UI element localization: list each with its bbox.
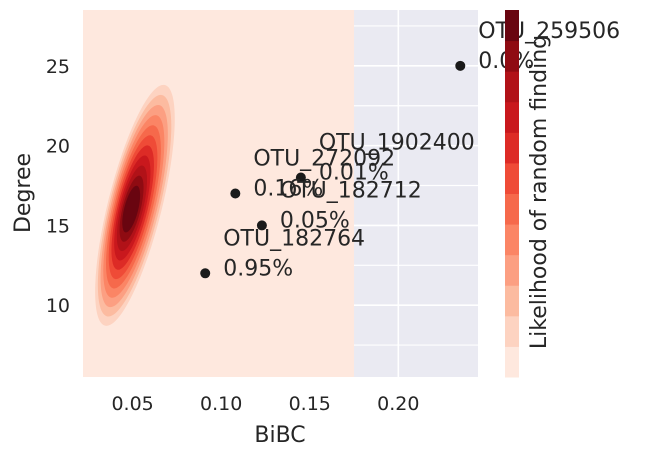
colorbar-swatch-5 <box>505 193 519 225</box>
x-tick-label-3: 0.20 <box>377 393 419 415</box>
density-level-11 <box>122 185 141 233</box>
colorbar-swatch-8 <box>505 101 519 133</box>
point-OTU_1902400 <box>295 172 306 183</box>
y-tick-label-0: 10 <box>46 295 70 317</box>
colorbar <box>505 10 519 378</box>
y-axis-label: Degree <box>11 153 36 233</box>
point-label-name-0: OTU_259506 <box>478 19 620 44</box>
y-tick-labels: 10 15 20 25 <box>46 56 70 317</box>
point-label-name-2: OTU_272092 <box>253 147 395 172</box>
point-OTU_259506 <box>455 60 466 71</box>
colorbar-swatch-9 <box>505 71 519 103</box>
point-OTU_182712 <box>256 220 267 231</box>
colorbar-swatch-2 <box>505 285 519 317</box>
y-tick-label-3: 25 <box>46 56 70 78</box>
point-OTU_272092 <box>230 188 241 199</box>
point-label-pct-2: 0.16% <box>253 177 323 202</box>
colorbar-swatch-3 <box>505 254 519 286</box>
point-label-pct-1: 0.01% <box>319 161 389 186</box>
colorbar-swatch-0 <box>505 346 519 378</box>
colorbar-swatch-10 <box>505 40 519 72</box>
x-tick-label-2: 0.15 <box>289 393 331 415</box>
scatter-points <box>200 60 466 279</box>
x-tick-label-1: 0.10 <box>200 393 242 415</box>
x-tick-labels: 0.05 0.10 0.15 0.20 <box>111 393 419 415</box>
colorbar-swatch-7 <box>505 132 519 164</box>
point-OTU_182764 <box>200 268 211 279</box>
point-label-name-4: OTU_182764 <box>223 226 365 251</box>
y-tick-label-1: 15 <box>46 215 70 237</box>
colorbar-swatch-11 <box>505 10 519 42</box>
colorbar-swatch-6 <box>505 162 519 194</box>
point-label-pct-4: 0.95% <box>223 256 293 281</box>
colorbar-swatch-4 <box>505 224 519 256</box>
density-contours <box>83 10 355 377</box>
x-axis-label: BiBC <box>254 423 305 448</box>
point-label-name-3: OTU_182712 <box>280 178 422 203</box>
x-tick-label-0: 0.05 <box>111 393 153 415</box>
colorbar-swatch-1 <box>505 315 519 347</box>
y-tick-label-2: 20 <box>46 136 70 158</box>
point-labels: OTU_2595060.0%OTU_19024000.01%OTU_272092… <box>223 19 620 281</box>
point-label-pct-3: 0.05% <box>280 208 350 233</box>
colorbar-label: Likelihood of random finding <box>527 35 552 349</box>
point-label-name-1: OTU_1902400 <box>319 131 475 156</box>
